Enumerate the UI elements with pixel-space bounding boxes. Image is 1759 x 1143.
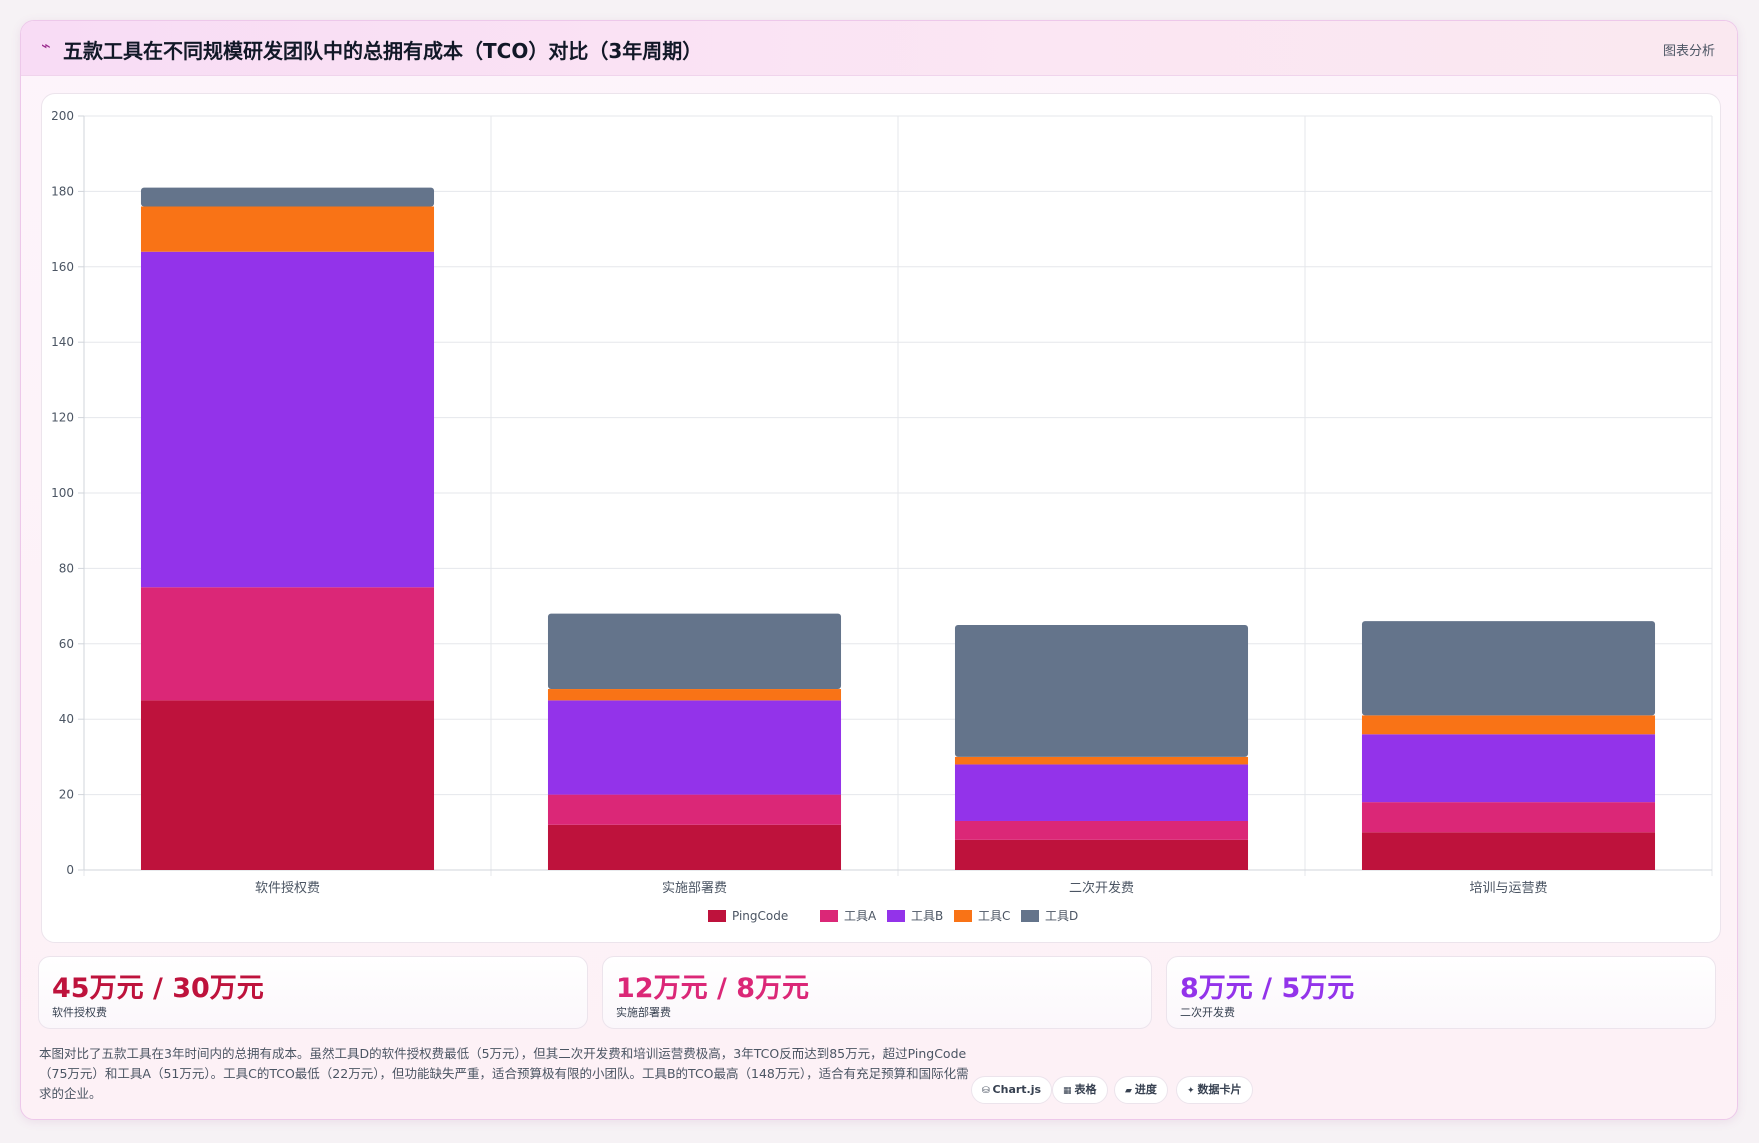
chip-label: Chart.js bbox=[992, 1083, 1042, 1096]
chart-description: 本图对比了五款工具在3年时间内的总拥有成本。虽然工具D的软件授权费最低（5万元）… bbox=[39, 1046, 969, 1101]
stat-label: 二次开发费 bbox=[1180, 1006, 1235, 1019]
y-tick-label: 0 bbox=[66, 863, 74, 877]
y-tick-label: 100 bbox=[51, 486, 74, 500]
card-header: ⌁ 五款工具在不同规模研发团队中的总拥有成本（TCO）对比（3年周期） 图表分析 bbox=[21, 21, 1737, 76]
progress-icon: ▰ bbox=[1125, 1086, 1132, 1096]
bar-segment bbox=[954, 764, 1249, 821]
bar-segment bbox=[1361, 802, 1656, 833]
x-tick-label: 培训与运营费 bbox=[1469, 880, 1547, 896]
stat-value: 12万元 / 8万元 bbox=[616, 973, 810, 1004]
legend-label: 工具D bbox=[1045, 909, 1078, 923]
legend-swatch bbox=[954, 910, 972, 922]
chart-analysis-button[interactable]: 图表分析 bbox=[1662, 44, 1715, 59]
chip-label: 进度 bbox=[1134, 1083, 1157, 1096]
bar-segment bbox=[1361, 734, 1656, 803]
y-tick-label: 140 bbox=[51, 335, 74, 349]
bar-segment bbox=[140, 251, 435, 588]
view-chip-progress[interactable]: ▰ 进度 bbox=[1114, 1076, 1168, 1104]
bar-segment bbox=[547, 613, 842, 690]
bar-segment bbox=[140, 700, 435, 870]
chip-label: 数据卡片 bbox=[1197, 1083, 1242, 1096]
legend-label: 工具A bbox=[844, 909, 877, 923]
legend-swatch bbox=[820, 910, 838, 922]
bar-segment bbox=[1361, 832, 1656, 870]
bar-segment bbox=[140, 587, 435, 701]
view-chip-chartjs[interactable]: ⛁ Chart.js bbox=[971, 1076, 1053, 1104]
bar-segment bbox=[1361, 715, 1656, 735]
legend-swatch bbox=[887, 910, 905, 922]
x-tick-label: 实施部署费 bbox=[662, 881, 727, 896]
bar-segment bbox=[954, 624, 1249, 757]
y-tick-label: 120 bbox=[51, 411, 74, 425]
stat-label: 实施部署费 bbox=[616, 1006, 671, 1019]
legend-label: PingCode bbox=[732, 909, 788, 923]
view-chip-data-card[interactable]: ✦ 数据卡片 bbox=[1176, 1076, 1253, 1104]
sparkle-icon: ✦ bbox=[1187, 1086, 1195, 1096]
bar-segment bbox=[954, 756, 1249, 765]
view-chip-table[interactable]: ▦ 表格 bbox=[1052, 1076, 1108, 1104]
legend-swatch bbox=[1021, 910, 1039, 922]
bar-segment bbox=[140, 206, 435, 252]
stat-value: 45万元 / 30万元 bbox=[52, 973, 264, 1004]
x-tick-label: 软件授权费 bbox=[255, 880, 320, 896]
trend-line-icon: ⌁ bbox=[41, 36, 51, 55]
y-tick-label: 20 bbox=[59, 788, 74, 802]
stat-card-license: 45万元 / 30万元 软件授权费 bbox=[38, 956, 588, 1029]
bar-segment bbox=[1361, 621, 1656, 716]
chip-label: 表格 bbox=[1074, 1083, 1097, 1096]
legend-label: 工具C bbox=[978, 909, 1010, 923]
stacked-bar-chart: 0 20 40 60 80 100 120 140 160 180 200 软件授权费 实施部署费 二次开… bbox=[51, 109, 1713, 923]
legend-swatch bbox=[708, 910, 726, 922]
database-icon: ⛁ bbox=[982, 1086, 990, 1096]
bar-segment bbox=[547, 700, 842, 795]
bar-segment bbox=[954, 839, 1249, 870]
y-tick-label: 180 bbox=[51, 184, 74, 198]
y-tick-label: 60 bbox=[59, 637, 74, 651]
legend-label: 工具B bbox=[911, 909, 943, 923]
bar-segment bbox=[547, 824, 842, 870]
chart-card: ⌁ 五款工具在不同规模研发团队中的总拥有成本（TCO）对比（3年周期） 图表分析… bbox=[20, 20, 1738, 1120]
bar-segment bbox=[547, 794, 842, 825]
stat-card-deployment: 12万元 / 8万元 实施部署费 bbox=[602, 956, 1152, 1029]
bar-segment bbox=[140, 187, 435, 207]
y-tick-label: 80 bbox=[59, 561, 74, 575]
chart-panel: 0 20 40 60 80 100 120 140 160 180 200 软件授权费 实施部署费 二次开… bbox=[41, 93, 1721, 943]
y-tick-label: 160 bbox=[51, 260, 74, 274]
y-tick-label: 200 bbox=[51, 109, 74, 123]
stat-value: 8万元 / 5万元 bbox=[1180, 973, 1355, 1004]
stat-label: 软件授权费 bbox=[52, 1006, 107, 1019]
x-tick-label: 二次开发费 bbox=[1069, 880, 1134, 896]
y-tick-label: 40 bbox=[59, 712, 74, 726]
chart-title: 五款工具在不同规模研发团队中的总拥有成本（TCO）对比（3年周期） bbox=[63, 39, 703, 63]
bar-segment bbox=[547, 689, 842, 701]
bar-segment bbox=[954, 820, 1249, 840]
stat-card-development: 8万元 / 5万元 二次开发费 bbox=[1166, 956, 1716, 1029]
table-icon: ▦ bbox=[1063, 1086, 1072, 1096]
